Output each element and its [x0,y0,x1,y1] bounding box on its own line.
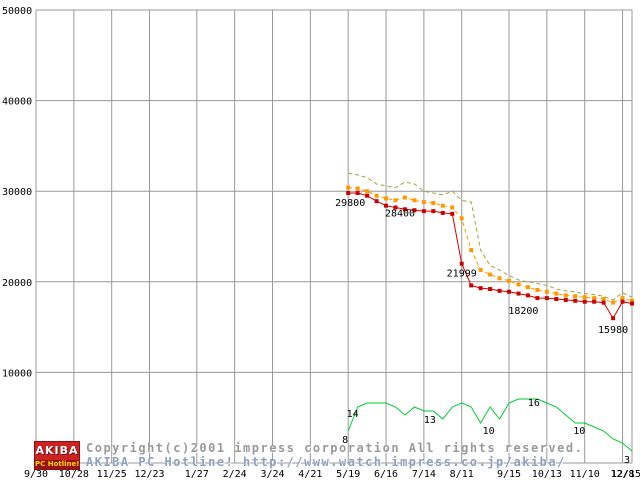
svg-text:11/10: 11/10 [570,469,600,480]
svg-text:9/15: 9/15 [497,469,521,480]
svg-text:20000: 20000 [2,278,32,289]
svg-text:2/24: 2/24 [223,469,247,480]
watermark-text: Copyright(c)2001 impress corporation All… [86,441,583,469]
copyright-text: Copyright(c)2001 impress corporation All… [86,441,584,455]
svg-text:10/28: 10/28 [59,469,89,480]
svg-text:16: 16 [528,398,540,409]
svg-text:10: 10 [483,426,495,437]
svg-text:12/15: 12/15 [611,469,640,480]
svg-text:6/16: 6/16 [374,469,398,480]
svg-text:3: 3 [624,455,630,466]
svg-text:8/11: 8/11 [450,469,474,480]
svg-text:28400: 28400 [385,209,415,220]
svg-text:3/24: 3/24 [260,469,284,480]
site-url-text: AKIBA PC Hotline! http://www.watch.impre… [86,455,566,469]
svg-text:12/8: 12/8 [610,469,634,480]
svg-text:10000: 10000 [2,368,32,379]
svg-text:4/21: 4/21 [298,469,322,480]
akiba-logo-subtext: PC Hotline! [35,460,80,469]
svg-text:15980: 15980 [598,325,628,336]
svg-text:9/30: 9/30 [24,469,48,480]
watermark-footer: AKIBA PC Hotline! Copyright(c)2001 impre… [34,441,583,470]
svg-text:21999: 21999 [447,269,477,280]
svg-text:5/19: 5/19 [336,469,360,480]
svg-text:7/14: 7/14 [412,469,436,480]
svg-text:30000: 30000 [2,187,32,198]
svg-text:8: 8 [342,435,348,446]
svg-text:50000: 50000 [2,6,32,17]
svg-text:29800: 29800 [335,198,365,209]
svg-text:14: 14 [347,409,359,420]
svg-text:40000: 40000 [2,97,32,108]
svg-text:10: 10 [573,426,585,437]
svg-text:11/25: 11/25 [97,469,127,480]
svg-text:1/27: 1/27 [185,469,209,480]
akiba-logo-text: AKIBA [35,444,79,457]
akiba-logo: AKIBA PC Hotline! [34,441,80,470]
svg-text:10/13: 10/13 [532,469,562,480]
svg-text:13: 13 [424,415,436,426]
svg-text:12/23: 12/23 [134,469,164,480]
svg-text:18200: 18200 [508,306,538,317]
